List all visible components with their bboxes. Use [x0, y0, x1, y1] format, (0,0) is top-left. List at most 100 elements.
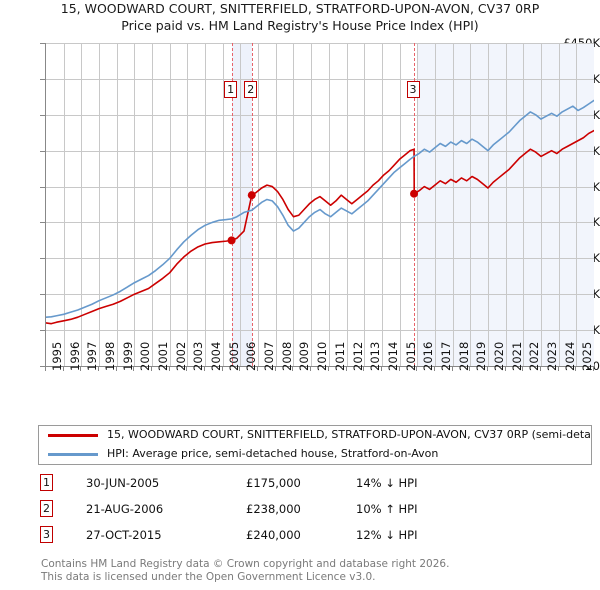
sale-point-1[interactable]	[227, 236, 236, 245]
row-marker-2: 2	[40, 500, 53, 517]
chart-area: £0£50K£100K£150K£200K£250K£300K£350K£400…	[0, 36, 600, 378]
gridline-horizontal	[46, 258, 594, 259]
x-axis-tick-label: 2001	[156, 341, 171, 371]
legend-swatch-hpi	[48, 453, 98, 456]
x-axis-tick	[275, 367, 276, 371]
row-hpi-delta-1: 14% ↓ HPI	[356, 476, 418, 490]
x-axis-tick-label: 2011	[332, 341, 347, 371]
x-axis-tick	[239, 367, 240, 371]
gridline-vertical	[187, 43, 188, 366]
gridline-horizontal	[46, 222, 594, 223]
page-subtitle: Price paid vs. HM Land Registry's House …	[121, 18, 479, 33]
y-axis-tick	[40, 366, 45, 367]
x-axis-tick	[186, 367, 187, 371]
gridline-horizontal	[46, 43, 594, 44]
sale-event-line-3	[414, 43, 416, 366]
x-axis-tick	[98, 367, 99, 371]
x-axis-tick	[381, 367, 382, 371]
legend-label-price-paid: 15, WOODWARD COURT, SNITTERFIELD, STRATF…	[107, 428, 591, 441]
sale-period-band	[231, 43, 252, 366]
row-price-2: £238,000	[246, 502, 301, 516]
x-axis-tick	[575, 367, 576, 371]
gridline-vertical	[523, 43, 524, 366]
gridline-horizontal	[46, 187, 594, 188]
x-axis-tick	[222, 367, 223, 371]
chart-legend: 15, WOODWARD COURT, SNITTERFIELD, STRATF…	[38, 425, 592, 465]
x-axis-tick	[204, 367, 205, 371]
x-axis-tick-label: 1995	[50, 341, 64, 371]
y-axis-tick	[40, 294, 45, 296]
x-axis-tick	[310, 367, 311, 371]
sale-point-2[interactable]	[247, 191, 256, 200]
price-paid-line	[46, 129, 594, 325]
gridline-vertical	[559, 43, 560, 366]
gridline-vertical	[400, 43, 401, 366]
row-hpi-delta-3: 12% ↓ HPI	[356, 528, 418, 542]
x-axis-tick	[346, 367, 347, 371]
y-axis-tick	[40, 78, 45, 80]
x-axis-tick	[133, 367, 134, 371]
plot-region	[45, 43, 594, 367]
y-axis-tick	[40, 258, 45, 260]
gridline-vertical	[134, 43, 135, 366]
sale-marker-3[interactable]: 3	[406, 81, 420, 98]
x-axis-tick	[522, 367, 523, 371]
x-axis-tick	[328, 367, 329, 371]
x-axis-tick	[292, 367, 293, 371]
legend-item-price-paid: 15, WOODWARD COURT, SNITTERFIELD, STRATF…	[39, 426, 591, 445]
gridline-vertical	[541, 43, 542, 366]
sale-marker-1[interactable]: 1	[224, 81, 238, 98]
gridline-horizontal	[46, 79, 594, 80]
gridline-vertical	[170, 43, 171, 366]
row-marker-1: 1	[40, 474, 53, 491]
row-marker-3: 3	[40, 526, 53, 543]
x-axis-tick-label: 2004	[209, 341, 224, 371]
gridline-vertical	[117, 43, 118, 366]
x-axis-tick	[257, 367, 258, 371]
x-axis-tick	[469, 367, 470, 371]
legend-swatch-price-paid	[48, 434, 98, 437]
x-axis-tick-label: 2017	[438, 341, 453, 371]
x-axis-tick	[558, 367, 559, 371]
x-axis-tick-label: 2014	[385, 341, 400, 371]
x-axis-tick	[487, 367, 488, 371]
x-axis-tick	[151, 367, 152, 371]
gridline-vertical	[293, 43, 294, 366]
gridline-vertical	[435, 43, 436, 366]
y-axis-tick	[40, 330, 45, 332]
gridline-vertical	[347, 43, 348, 366]
gridline-horizontal	[46, 151, 594, 152]
x-axis-tick-label: 2020	[491, 341, 506, 371]
chart-title-block: 15, WOODWARD COURT, SNITTERFIELD, STRATF…	[0, 0, 600, 34]
row-date-2: 21-AUG-2006	[86, 502, 164, 516]
gridline-vertical	[417, 43, 418, 366]
gridline-vertical	[152, 43, 153, 366]
legend-label-hpi: HPI: Average price, semi-detached house,…	[107, 447, 439, 460]
x-axis-tick	[593, 367, 594, 371]
x-axis-tick	[416, 367, 417, 371]
gridline-horizontal	[46, 115, 594, 116]
gridline-vertical	[205, 43, 206, 366]
row-date-1: 30-JUN-2005	[86, 476, 160, 490]
x-axis-tick	[505, 367, 506, 371]
hpi-line	[46, 99, 594, 318]
sales-table: 1 30-JUN-2005 £175,000 14% ↓ HPI 2 21-AU…	[38, 472, 468, 550]
gridline-vertical	[470, 43, 471, 366]
x-axis-tick-label: 1998	[103, 341, 118, 371]
gridline-horizontal	[46, 294, 594, 295]
y-axis-tick	[40, 150, 45, 152]
gridline-vertical	[506, 43, 507, 366]
y-axis-tick	[40, 222, 45, 224]
x-axis-tick	[434, 367, 435, 371]
sale-point-3[interactable]	[410, 189, 419, 198]
x-axis-tick	[169, 367, 170, 371]
sale-marker-2[interactable]: 2	[244, 81, 258, 98]
forecast-shaded-band	[417, 43, 594, 366]
x-axis-tick	[116, 367, 117, 371]
gridline-vertical	[99, 43, 100, 366]
gridline-vertical	[64, 43, 65, 366]
y-axis-tick	[40, 114, 45, 116]
x-axis-tick	[80, 367, 81, 371]
gridline-vertical	[382, 43, 383, 366]
footer-line-2: This data is licensed under the Open Gov…	[41, 570, 376, 583]
